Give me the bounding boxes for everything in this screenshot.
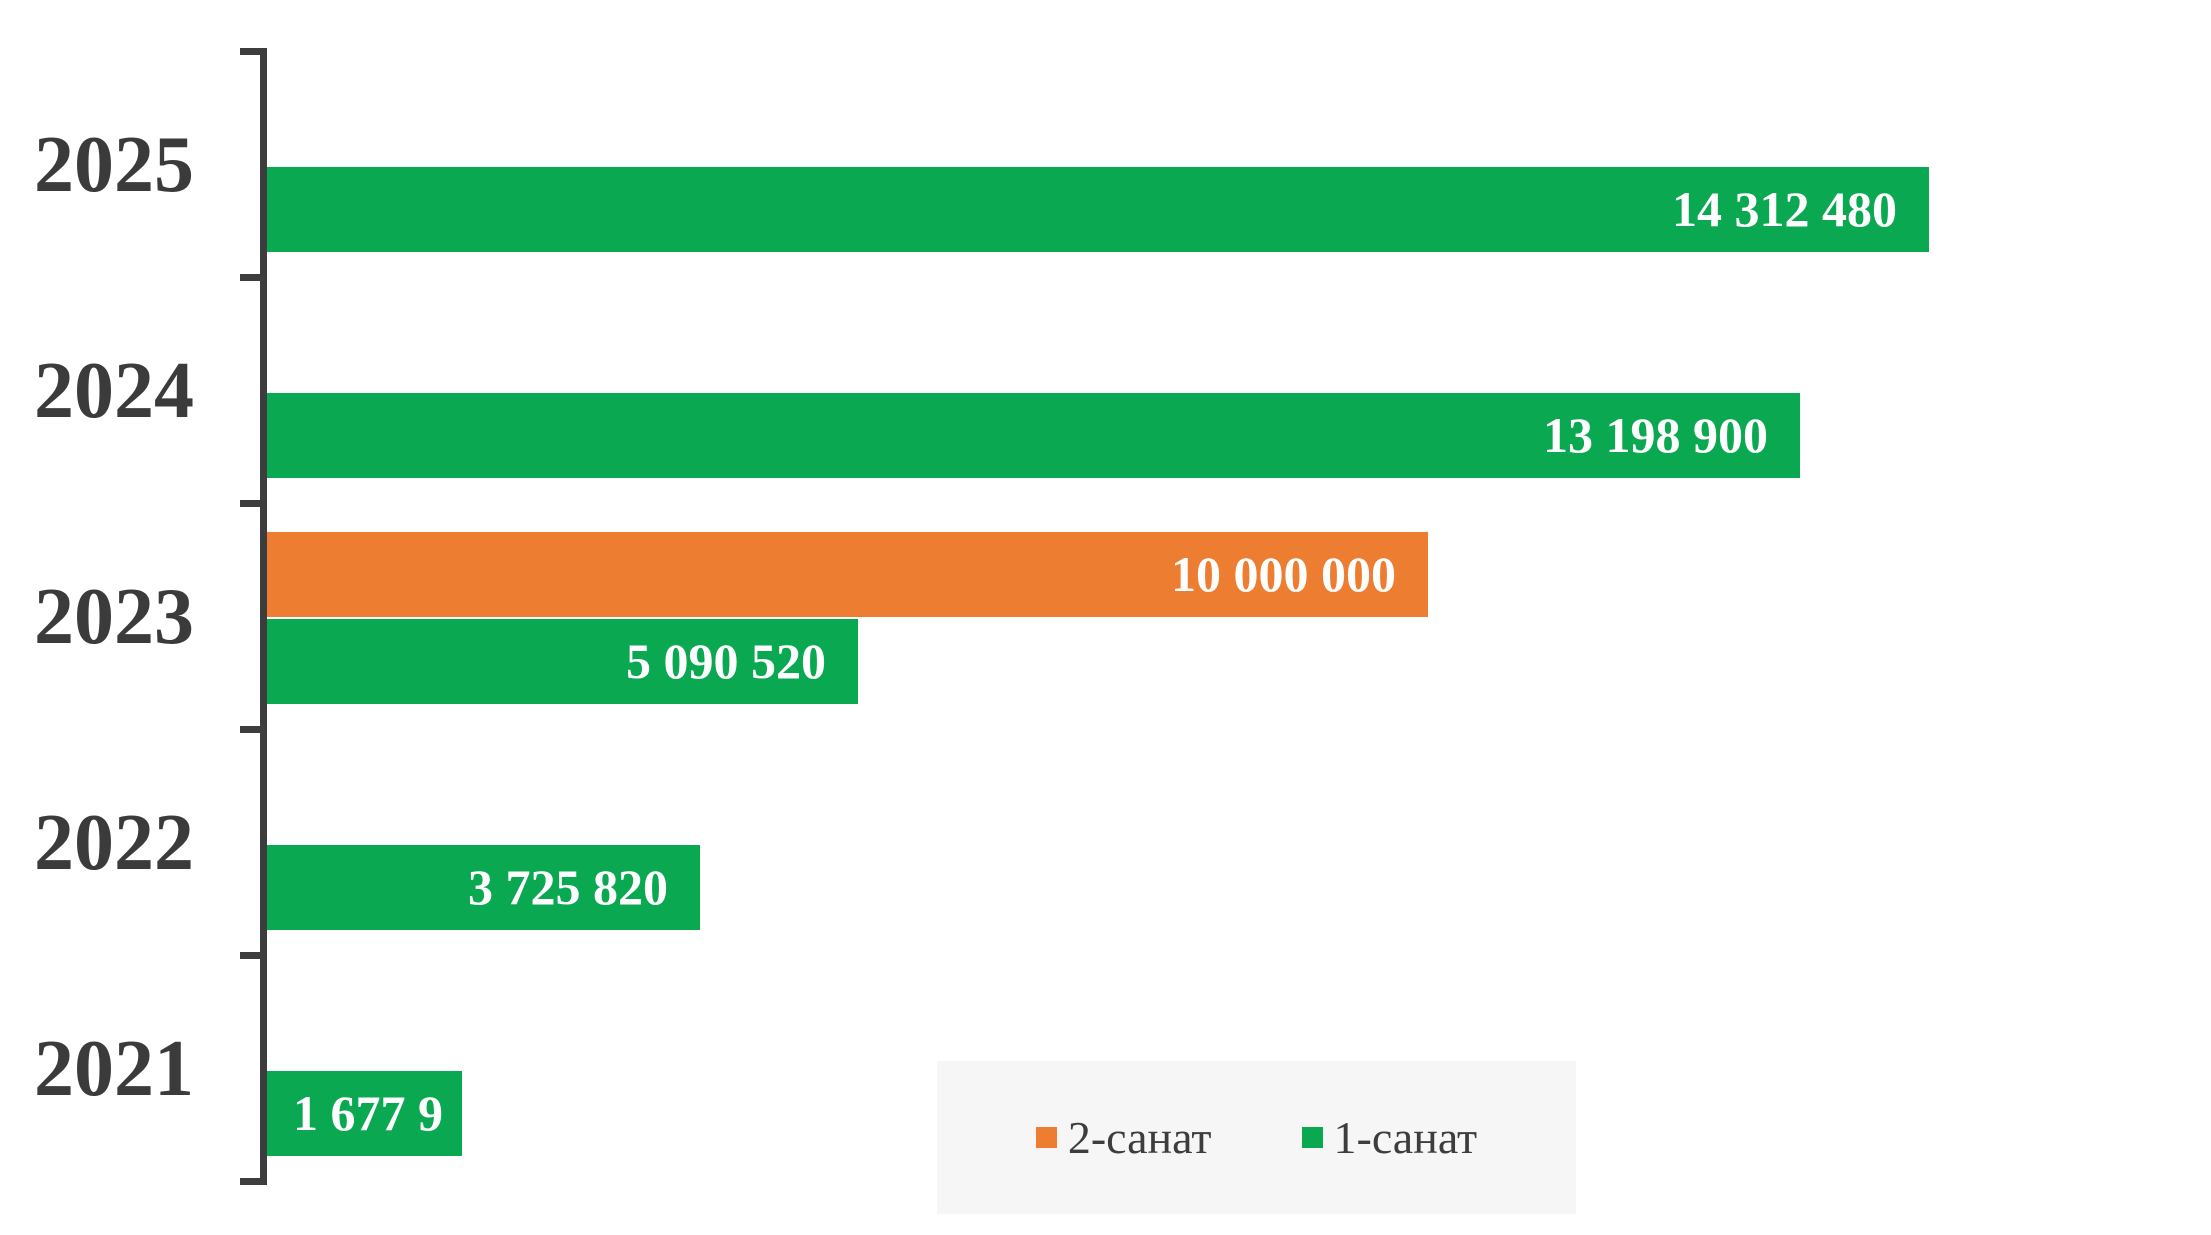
bar-value-label: 1 677 9 [293,1085,443,1141]
legend-item: 1-санат [1301,1111,1478,1163]
bar-value-label: 5 090 520 [626,633,826,689]
year-label: 2023 [34,572,194,661]
bar-1-sanat: 3 725 820 [267,844,700,930]
bar-1-sanat: 13 198 900 [267,392,1800,478]
year-label: 2022 [34,798,194,887]
axis-tick [240,48,267,55]
legend-label: 1-санат [1333,1111,1478,1163]
bar-1-sanat: 14 312 480 [267,166,1929,252]
axis-tick [240,952,267,959]
year-label: 2021 [34,1024,194,1113]
year-label: 2025 [34,120,194,209]
axis-tick [240,500,267,507]
y-axis-line [260,48,267,1185]
legend-item: 2-санат [1035,1111,1212,1163]
axis-tick [240,1178,267,1185]
year-label: 2024 [34,346,194,435]
legend-swatch-1-sanat [1301,1127,1323,1148]
bar-value-label: 10 000 000 [1171,546,1396,602]
bar-1-sanat: 1 677 9 [267,1070,462,1156]
bar-value-label: 3 725 820 [468,859,668,915]
legend-label: 2-санат [1067,1111,1212,1163]
bar-1-sanat: 5 090 520 [267,618,858,704]
axis-tick [240,726,267,733]
axis-tick [240,274,267,281]
legend-swatch-2-sanat [1035,1127,1057,1148]
bar-value-label: 13 198 900 [1543,407,1768,463]
legend: 2-санат 1-санат [937,1061,1576,1214]
bar-value-label: 14 312 480 [1672,181,1897,237]
bar-2-sanat: 10 000 000 [267,531,1428,617]
